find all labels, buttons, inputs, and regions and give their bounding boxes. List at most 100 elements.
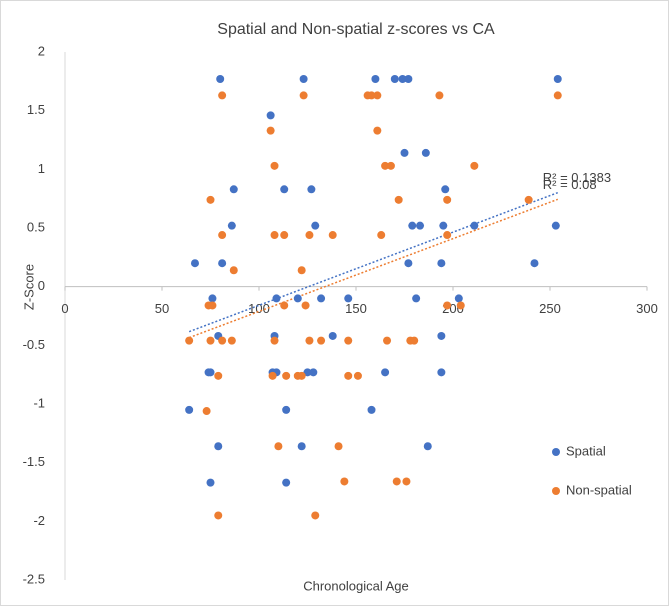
data-point — [437, 259, 446, 268]
data-point — [274, 442, 283, 451]
data-point — [344, 294, 353, 303]
data-point — [386, 161, 395, 170]
data-point — [214, 371, 223, 380]
data-point — [456, 301, 465, 310]
data-point — [282, 405, 291, 414]
data-point — [416, 221, 425, 230]
legend-label: Non-spatial — [566, 482, 632, 497]
data-point — [551, 221, 560, 230]
data-point — [301, 301, 310, 310]
data-point — [202, 407, 211, 416]
data-point — [408, 221, 417, 230]
data-point — [297, 442, 306, 451]
data-point — [216, 74, 225, 83]
data-point — [437, 331, 446, 340]
data-point — [280, 185, 289, 194]
data-point — [441, 185, 450, 194]
data-point — [206, 336, 215, 345]
data-point — [524, 195, 533, 204]
y-tick-label: -1 — [33, 395, 45, 410]
data-point — [470, 221, 479, 230]
trendline-label: R² = 0.1383 — [543, 170, 611, 185]
y-tick-label: 2 — [38, 43, 45, 58]
data-point — [229, 266, 238, 275]
data-point — [435, 91, 444, 100]
data-point — [404, 259, 413, 268]
data-point — [218, 91, 227, 100]
data-point — [185, 405, 194, 414]
data-point — [206, 478, 215, 487]
data-point — [373, 126, 382, 135]
data-point — [214, 511, 223, 520]
x-tick-label: 100 — [248, 301, 270, 316]
data-point — [377, 231, 386, 240]
data-point — [437, 368, 446, 377]
data-point — [297, 371, 306, 380]
y-tick-label: 0 — [38, 278, 45, 293]
data-point — [282, 371, 291, 380]
data-point — [280, 231, 289, 240]
data-point — [282, 478, 291, 487]
data-point — [367, 405, 376, 414]
x-tick-label: 300 — [636, 301, 658, 316]
data-point — [270, 161, 279, 170]
data-point — [344, 371, 353, 380]
data-point — [293, 294, 302, 303]
x-tick-label: 250 — [539, 301, 561, 316]
data-point — [227, 221, 236, 230]
data-point — [398, 74, 407, 83]
data-point — [208, 294, 217, 303]
data-point — [305, 336, 314, 345]
data-point — [229, 185, 238, 194]
data-point — [390, 74, 399, 83]
y-tick-label: 1 — [38, 161, 45, 176]
data-point — [421, 148, 430, 157]
data-point — [404, 74, 413, 83]
data-point — [307, 185, 316, 194]
data-point — [206, 368, 215, 377]
y-tick-label: -2 — [33, 513, 45, 528]
data-point — [454, 294, 463, 303]
data-point — [439, 221, 448, 230]
data-point — [266, 111, 275, 120]
data-point — [392, 477, 401, 486]
y-tick-label: -0.5 — [23, 337, 45, 352]
data-point — [299, 91, 308, 100]
data-point — [218, 259, 227, 268]
data-point — [311, 221, 320, 230]
x-tick-label: 150 — [345, 301, 367, 316]
data-point — [305, 231, 314, 240]
data-point — [530, 259, 539, 268]
data-point — [371, 74, 380, 83]
data-point — [344, 336, 353, 345]
data-point — [311, 511, 320, 520]
data-point — [443, 301, 452, 310]
data-point — [317, 294, 326, 303]
data-point — [190, 259, 199, 268]
data-point — [443, 195, 452, 204]
y-axis-title: Z-Score — [21, 264, 36, 310]
data-point — [402, 477, 411, 486]
data-point — [309, 368, 318, 377]
data-point — [208, 301, 217, 310]
legend-marker — [552, 487, 560, 495]
data-point — [410, 336, 419, 345]
data-point — [334, 442, 343, 451]
data-point — [297, 266, 306, 275]
data-point — [394, 195, 403, 204]
data-point — [381, 368, 390, 377]
y-tick-label: -1.5 — [23, 454, 45, 469]
data-point — [303, 368, 312, 377]
data-point — [266, 126, 275, 135]
data-point — [270, 231, 279, 240]
data-point — [353, 371, 362, 380]
data-point — [443, 231, 452, 240]
data-point — [470, 161, 479, 170]
x-tick-label: 0 — [61, 301, 68, 316]
legend-marker — [552, 448, 560, 456]
data-point — [270, 336, 279, 345]
y-tick-label: 1.5 — [27, 102, 45, 117]
data-point — [328, 331, 337, 340]
data-point — [383, 336, 392, 345]
